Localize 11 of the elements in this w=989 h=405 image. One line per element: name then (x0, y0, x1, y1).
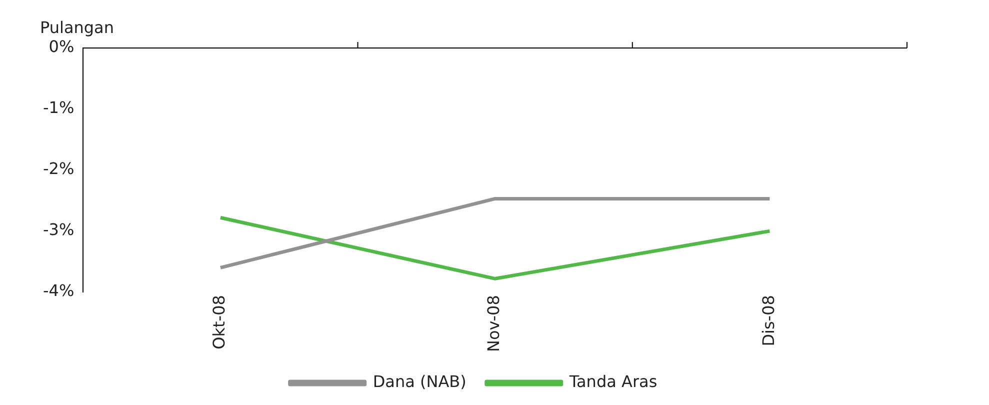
y-tick-label: 0% (48, 37, 74, 56)
y-tick-label: -4% (43, 281, 74, 300)
x-tick-label: Okt-08 (210, 295, 229, 350)
y-tick-label: -2% (43, 159, 74, 178)
x-tick-label: Nov-08 (484, 295, 504, 352)
legend-label: Tanda Aras (568, 372, 658, 392)
y-axis-title: Pulangan (40, 18, 114, 37)
x-tick-label: Dis-08 (758, 295, 778, 346)
legend-label: Dana (NAB) (372, 372, 466, 392)
y-tick-label: -1% (43, 98, 74, 118)
y-tick-label: -3% (43, 220, 74, 240)
